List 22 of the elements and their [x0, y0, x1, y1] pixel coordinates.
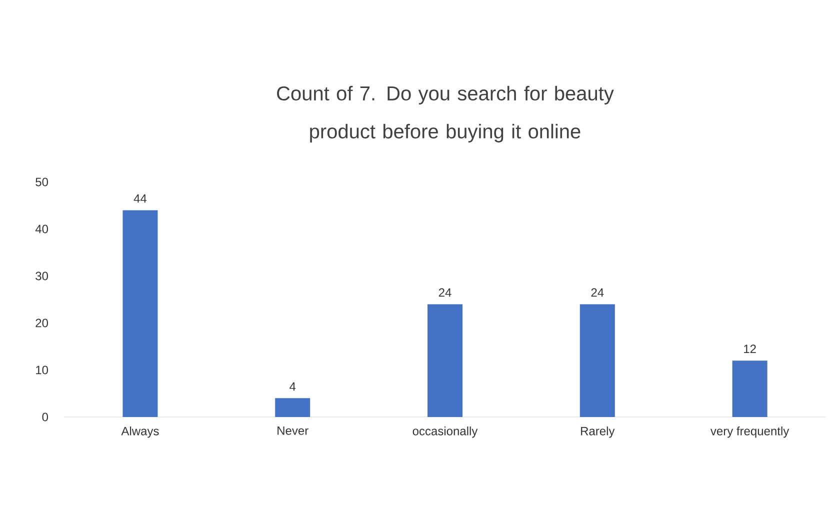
data-label: 44	[134, 194, 147, 203]
data-label: 12	[744, 344, 756, 354]
y-tick-label: 50	[36, 178, 48, 186]
x-tick-label: very frequently	[710, 426, 790, 438]
x-tick-label: Rarely	[581, 426, 615, 438]
data-label: 4	[290, 382, 296, 391]
bar	[580, 304, 615, 417]
x-tick-label: occasionally	[412, 426, 478, 438]
bar	[275, 398, 310, 417]
y-tick-label: 30	[36, 272, 48, 280]
bar	[732, 360, 768, 417]
x-tick-label: Always	[121, 426, 159, 438]
x-tick-label: Never	[278, 426, 308, 435]
y-tick-label: 20	[36, 318, 48, 328]
y-tick-label: 40	[35, 224, 48, 234]
bar	[428, 304, 462, 417]
y-tick-label: 0	[42, 412, 48, 422]
data-label: 24	[591, 288, 604, 297]
data-label: 24	[438, 288, 452, 297]
bar	[122, 210, 158, 417]
y-tick-label: 10	[36, 366, 48, 374]
chart-title: Count of 7. Do you search for beauty product before buying it online	[277, 86, 614, 142]
